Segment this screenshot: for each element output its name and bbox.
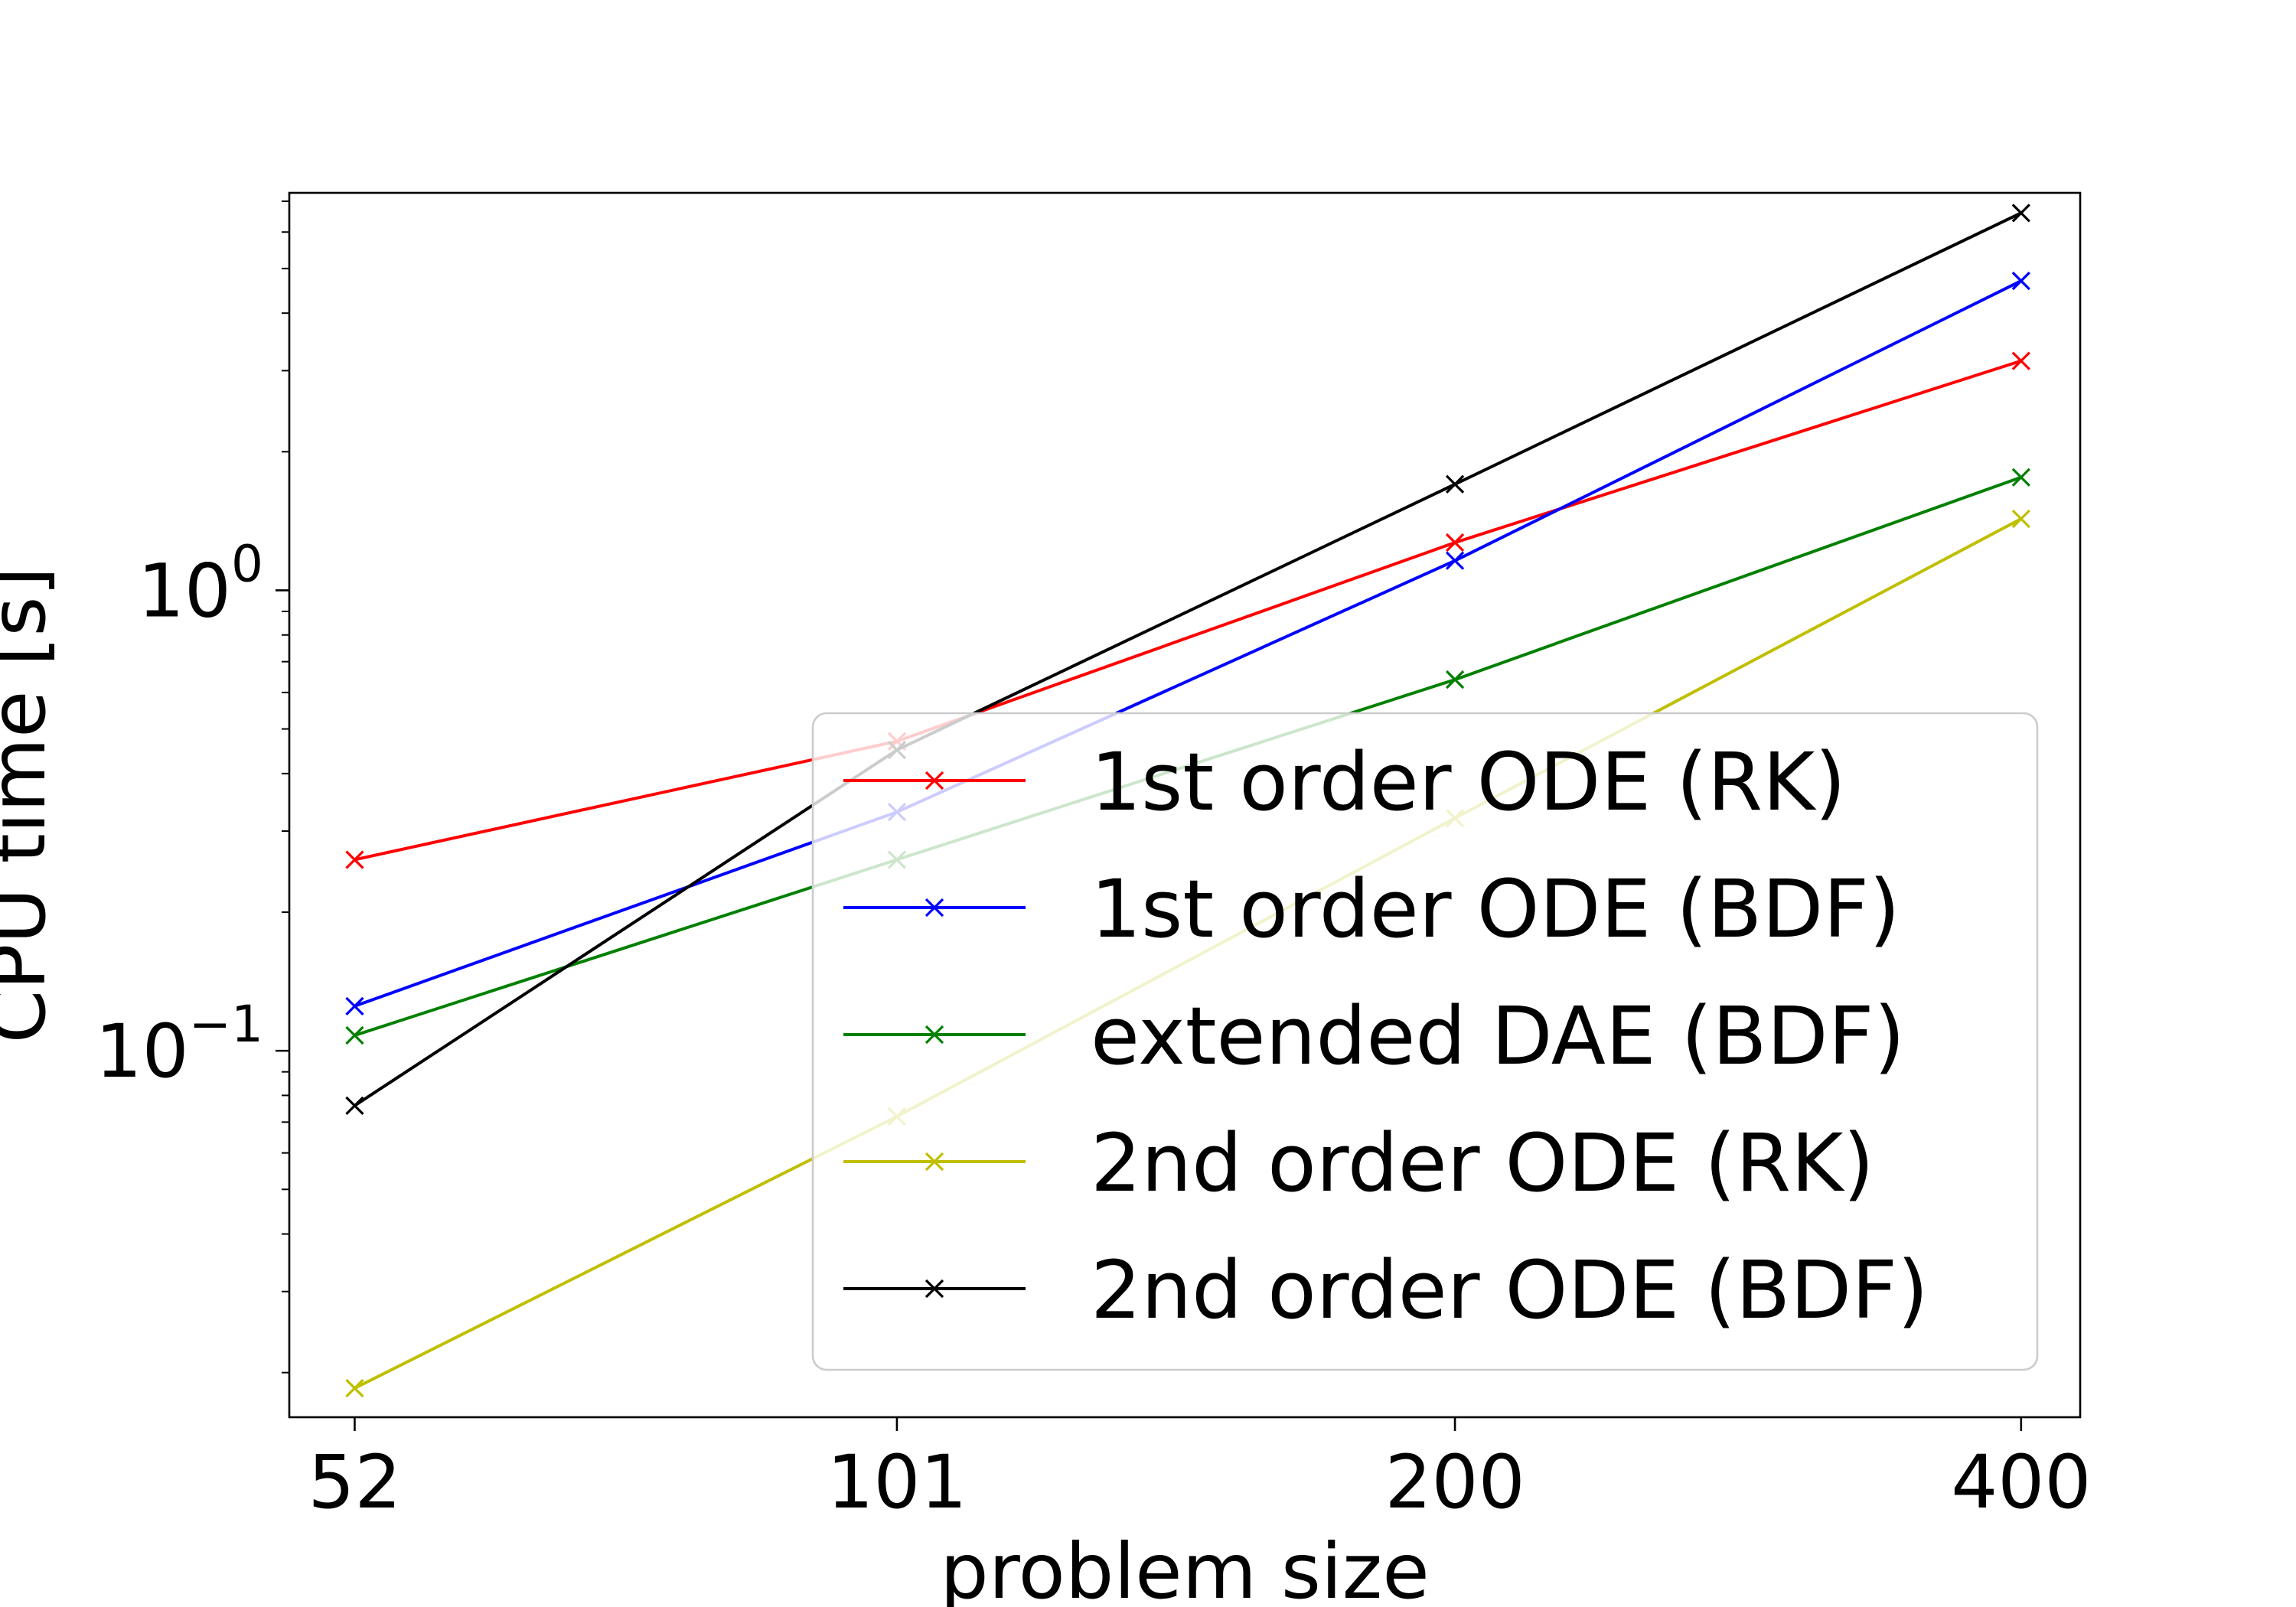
- series-2nd-order-ode-bdf: [345, 204, 2030, 1115]
- data-point: [345, 1378, 364, 1398]
- legend-marker: [925, 1025, 944, 1045]
- data-point: [1445, 551, 1465, 570]
- x-tick-label: 400: [1951, 1439, 2091, 1525]
- data-point: [1445, 533, 1465, 553]
- legend-marker: [925, 1152, 944, 1172]
- legend-marker: [925, 1279, 944, 1299]
- legend-entry-2nd-order-ode-rk: 2nd order ODE (RK): [843, 1116, 1874, 1210]
- legend-entry-2nd-order-ode-bdf: 2nd order ODE (BDF): [843, 1244, 1929, 1337]
- data-point: [345, 850, 364, 869]
- data-point: [2011, 204, 2030, 223]
- data-point: [1445, 474, 1465, 494]
- y-tick-label: 100: [138, 534, 263, 634]
- data-point: [2011, 351, 2030, 370]
- legend-label: extended DAE (BDF): [1091, 989, 1905, 1083]
- y-axis: 100 10−1: [96, 200, 289, 1374]
- data-point: [2011, 468, 2030, 487]
- legend: 1st order ODE (RK) 1st order ODE (BDF) ext…: [811, 712, 2039, 1371]
- data-point: [345, 1025, 364, 1045]
- legend-entry-1st-order-ode-bdf: 1st order ODE (BDF): [843, 862, 1900, 956]
- series-line: [354, 211, 2022, 1107]
- data-point: [345, 996, 364, 1015]
- data-point: [1445, 670, 1465, 689]
- legend-label: 2nd order ODE (RK): [1091, 1116, 1874, 1210]
- legend-marker: [925, 898, 944, 918]
- x-tick-label: 200: [1384, 1439, 1525, 1525]
- plot-frame: [288, 191, 2082, 1419]
- legend-entry-1st-order-ode-rk: 1st order ODE (RK): [843, 735, 1846, 829]
- legend-label: 2nd order ODE (BDF): [1091, 1244, 1929, 1337]
- data-point: [2011, 271, 2030, 291]
- x-tick-label: 101: [827, 1439, 967, 1525]
- x-tick-label: 52: [308, 1439, 401, 1525]
- legend-marker: [925, 771, 944, 790]
- series-1st-order-ode-rk: [345, 351, 2030, 869]
- x-axis-label: problem size: [940, 1527, 1429, 1607]
- data-point: [345, 1096, 364, 1115]
- y-axis-label: CPU time [s]: [0, 567, 63, 1044]
- legend-entry-extended-dae-bdf: extended DAE (BDF): [843, 989, 1905, 1083]
- series-line: [354, 279, 2022, 1008]
- data-point: [2011, 509, 2030, 529]
- legend-frame: [811, 712, 2039, 1371]
- series-line: [354, 359, 2022, 862]
- legend-label: 1st order ODE (RK): [1091, 735, 1846, 829]
- y-tick-label: 10−1: [96, 995, 263, 1094]
- x-axis: 52 101 200 400: [308, 1417, 2091, 1525]
- legend-label: 1st order ODE (BDF): [1091, 862, 1900, 956]
